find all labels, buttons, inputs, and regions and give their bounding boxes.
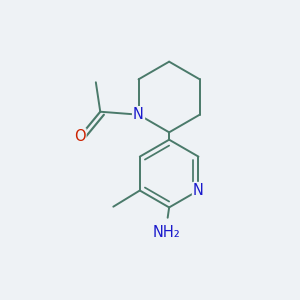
- Text: NH₂: NH₂: [152, 225, 180, 240]
- Text: N: N: [193, 183, 204, 198]
- Text: O: O: [74, 129, 85, 144]
- Text: N: N: [133, 107, 144, 122]
